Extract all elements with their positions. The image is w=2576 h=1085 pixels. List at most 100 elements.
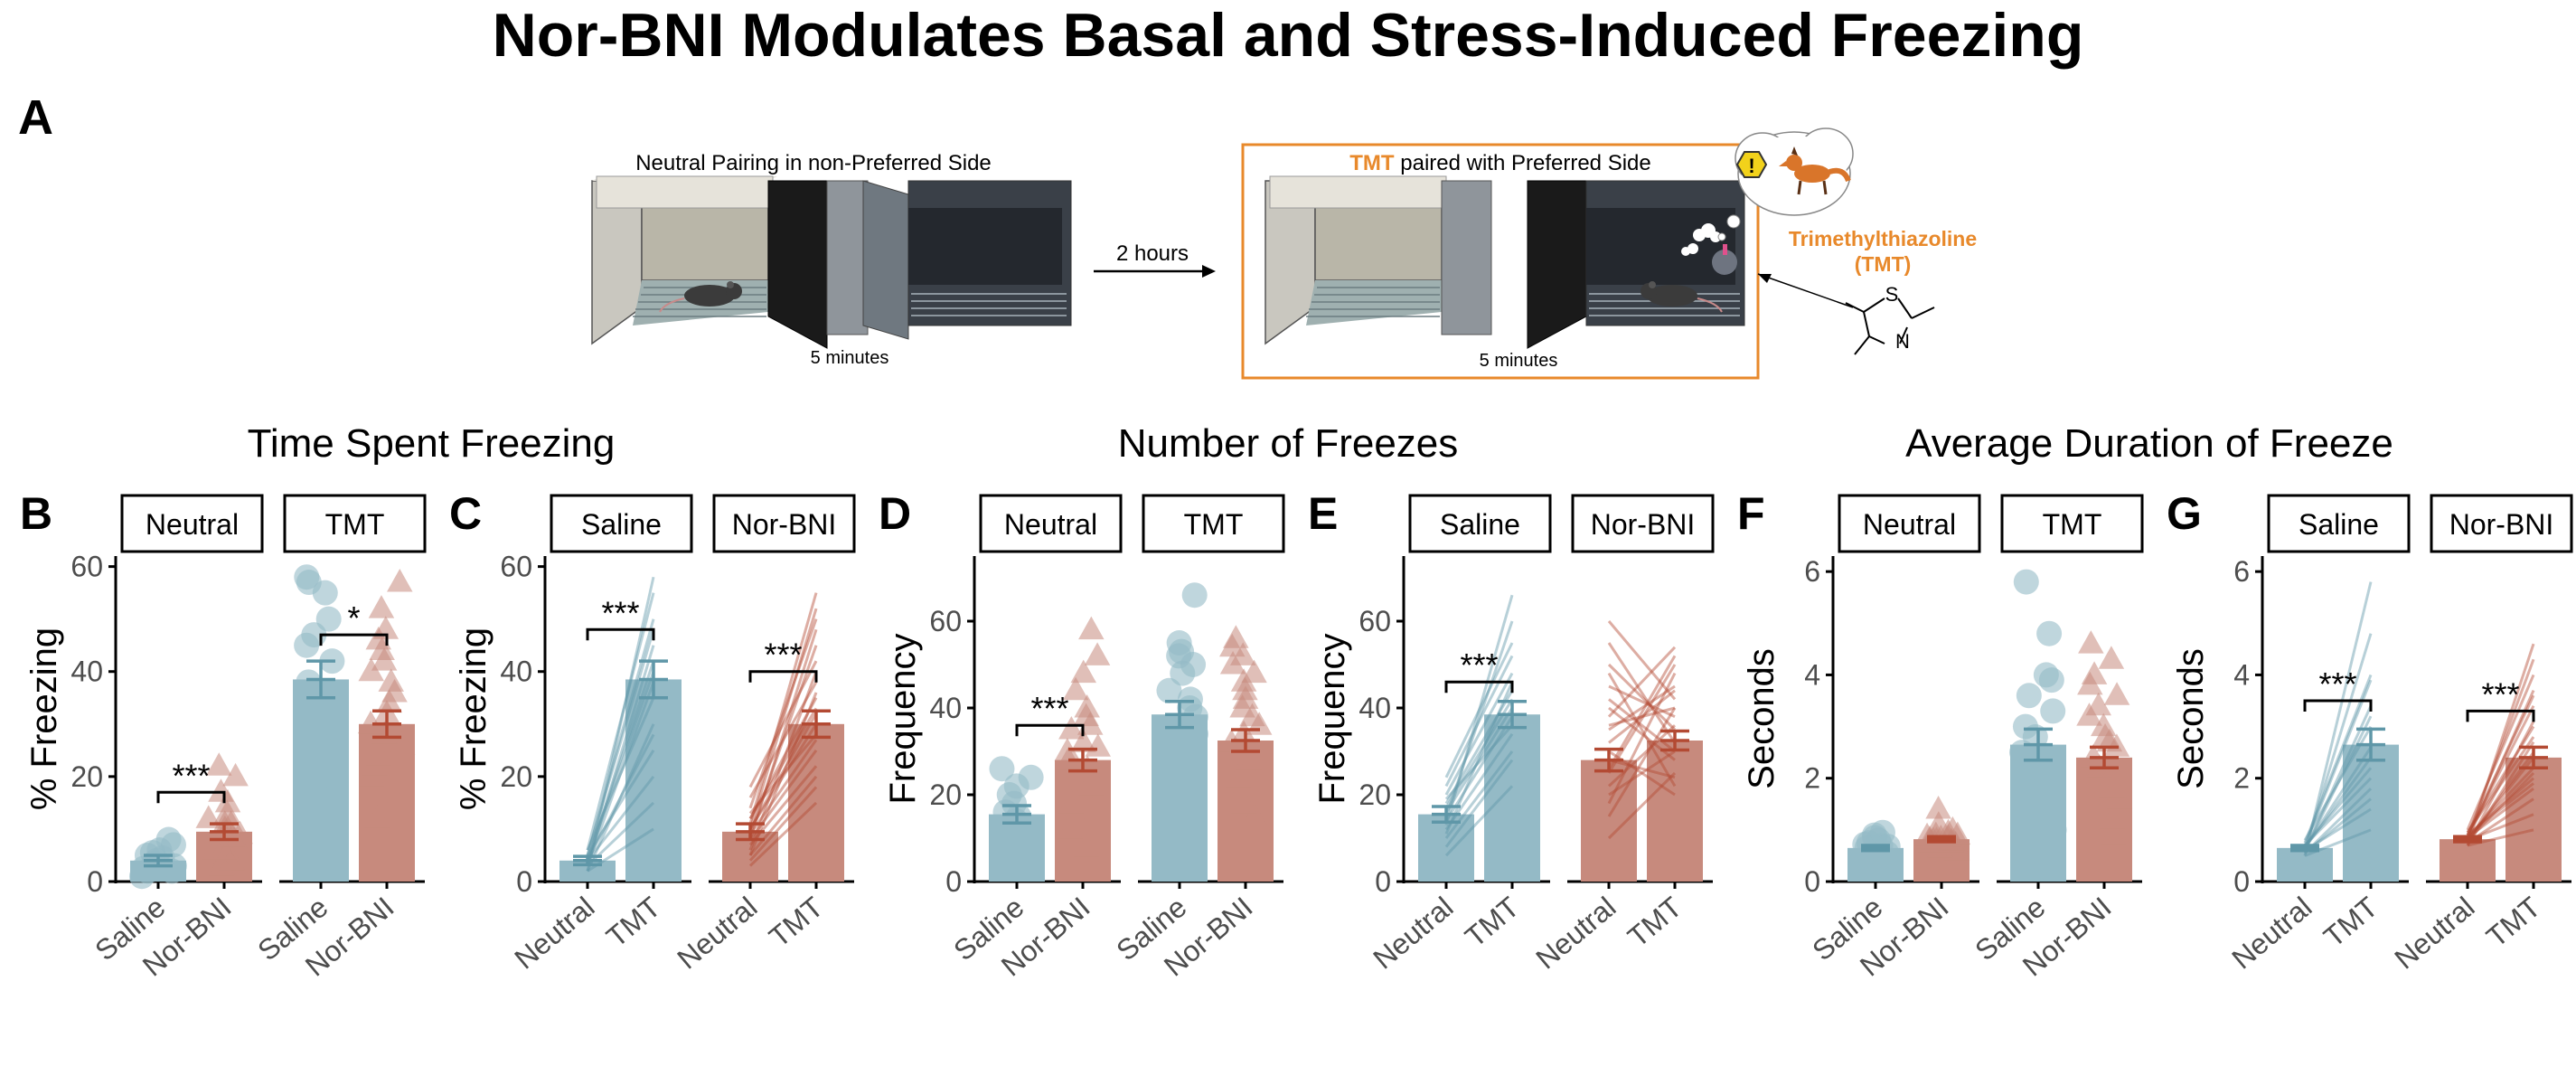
subject-line [748, 671, 818, 851]
x-tick-label: TMT [1622, 891, 1688, 954]
y-tick-label: 4 [1804, 658, 1820, 691]
data-point-circle [135, 858, 161, 884]
data-point-circle [2033, 662, 2059, 688]
time-arrow: 2 hours [1094, 241, 1216, 278]
facet-strip-label: Nor-BNI [732, 508, 837, 541]
y-tick-label: 2 [2233, 762, 2250, 795]
subject-line [748, 592, 818, 825]
subject-line [748, 645, 818, 835]
significance-bracket [319, 633, 389, 646]
significance-bracket [2466, 709, 2535, 722]
right-time-label: 5 minutes [1480, 351, 1558, 371]
significance-label: *** [1460, 646, 1498, 684]
significance-label: *** [764, 637, 802, 674]
subject-line [2303, 674, 2373, 844]
facet-saline: Saline Neutral TMT *** [508, 494, 693, 976]
y-tick-label: 60 [929, 605, 962, 637]
bar [788, 723, 844, 882]
facet-strip-label: Nor-BNI [2449, 508, 2554, 541]
subject-line [1444, 707, 1514, 814]
subject-line [748, 775, 818, 856]
significance-label: *** [1030, 690, 1068, 727]
subject-line [2466, 643, 2535, 844]
subject-line [748, 628, 818, 840]
x-tick-label: Neutral [1529, 891, 1622, 976]
left-divider-door [767, 180, 828, 349]
subject-line [586, 671, 655, 862]
facet-norbni: Nor-BNI Neutral TMT *** [2388, 494, 2573, 976]
bar [2440, 839, 2496, 882]
fox-icon [1779, 146, 1851, 195]
facet-strip-label: Neutral [1863, 508, 1956, 541]
subject-line [1444, 785, 1514, 857]
data-point-triangle [1227, 781, 1253, 805]
data-point-circle [1018, 764, 1044, 790]
facet-strip-label: TMT [325, 508, 385, 541]
data-point-circle [321, 763, 347, 789]
subject-line [1444, 681, 1514, 835]
significance-bracket [2303, 699, 2373, 712]
subject-line [586, 697, 655, 851]
panel-letter-g: G [2167, 488, 2202, 539]
right-floor-grid [1306, 287, 1440, 317]
facet-norbni: Nor-BNI Neutral TMT *** [671, 494, 856, 976]
facet-norbni: Nor-BNI Neutral TMT [1529, 494, 1715, 976]
data-point-circle [294, 564, 320, 590]
subject-line [586, 750, 655, 856]
subject-line [586, 775, 655, 862]
y-tick-label: 40 [500, 656, 532, 688]
facet-saline: Saline Neutral TMT *** [2225, 494, 2411, 976]
y-axis-label: % Freezing [454, 627, 494, 810]
subject-line [1607, 672, 1677, 805]
panel-letter-d: D [879, 488, 911, 539]
time-arrow-label: 2 hours [1116, 241, 1189, 266]
subject-line [748, 733, 818, 815]
subject-line [2466, 767, 2535, 839]
subject-line [2303, 788, 2373, 854]
facet-strip [550, 494, 693, 553]
data-point-triangle [1223, 625, 1249, 648]
y-tick-label: 20 [500, 760, 532, 793]
subject-line [2466, 736, 2535, 834]
data-point-triangle [2078, 630, 2104, 654]
data-point-triangle [2100, 821, 2127, 845]
right-chamber-floor [1306, 280, 1442, 326]
left-middle-corridor [826, 180, 869, 335]
subject-line [586, 723, 655, 873]
subject-line [1608, 689, 1676, 744]
subject-line [2466, 721, 2535, 846]
subject-line [1607, 664, 1677, 774]
y-axis-label: Frequency [883, 634, 923, 805]
panel-letter-b: B [20, 488, 52, 539]
y-tick-label: 4 [2233, 658, 2250, 691]
subject-line [2466, 705, 2535, 836]
svg-text:!: ! [1748, 155, 1754, 177]
x-tick-label: TMT [1459, 891, 1526, 954]
panel-letter-a: A [18, 90, 53, 145]
data-point-triangle [2103, 682, 2130, 705]
y-tick-label: 6 [1804, 555, 1820, 588]
x-tick-label: Neutral [671, 891, 763, 976]
data-point-triangle [1062, 676, 1089, 701]
subject-line [586, 681, 655, 867]
data-point-circle [2036, 620, 2063, 646]
data-point-triangle [2085, 692, 2111, 716]
data-point-circle [312, 737, 338, 763]
data-point-circle [2012, 713, 2038, 740]
data-point-triangle [208, 852, 235, 876]
left-gate [862, 180, 909, 340]
subject-line [1607, 672, 1677, 788]
data-point-circle [2020, 837, 2046, 863]
subject-line [748, 660, 818, 788]
x-tick-label: Neutral [1367, 891, 1459, 976]
data-point-triangle [1077, 772, 1105, 796]
data-point-triangle [1078, 616, 1105, 640]
subject-line [2304, 807, 2372, 852]
subject-line [1444, 690, 1514, 805]
facet-strip [1408, 494, 1552, 553]
subject-line [2303, 633, 2373, 852]
subject-line [748, 608, 818, 830]
rat-icon [659, 281, 742, 313]
y-tick-label: 40 [929, 692, 962, 724]
subject-line [586, 645, 655, 867]
